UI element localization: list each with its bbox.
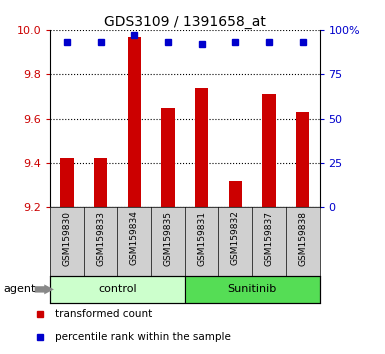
- Bar: [94, 159, 107, 207]
- Bar: [161, 108, 175, 207]
- Text: GSM159834: GSM159834: [130, 211, 139, 266]
- Bar: [195, 88, 208, 207]
- Text: GSM159838: GSM159838: [298, 211, 307, 266]
- Text: GSM159837: GSM159837: [264, 211, 273, 266]
- Text: GSM159831: GSM159831: [197, 211, 206, 266]
- Text: Sunitinib: Sunitinib: [228, 284, 277, 295]
- Text: transformed count: transformed count: [55, 309, 153, 319]
- Title: GDS3109 / 1391658_at: GDS3109 / 1391658_at: [104, 15, 266, 29]
- Text: agent: agent: [4, 284, 36, 295]
- Bar: [185, 276, 320, 303]
- Bar: [229, 181, 242, 207]
- Text: GSM159830: GSM159830: [62, 211, 71, 266]
- Bar: [127, 37, 141, 207]
- Bar: [296, 112, 310, 207]
- Text: control: control: [98, 284, 137, 295]
- Text: GSM159835: GSM159835: [164, 211, 172, 266]
- Bar: [60, 159, 74, 207]
- Text: GSM159832: GSM159832: [231, 211, 240, 266]
- Bar: [50, 276, 185, 303]
- Text: GSM159833: GSM159833: [96, 211, 105, 266]
- Text: percentile rank within the sample: percentile rank within the sample: [55, 332, 231, 342]
- Bar: [262, 94, 276, 207]
